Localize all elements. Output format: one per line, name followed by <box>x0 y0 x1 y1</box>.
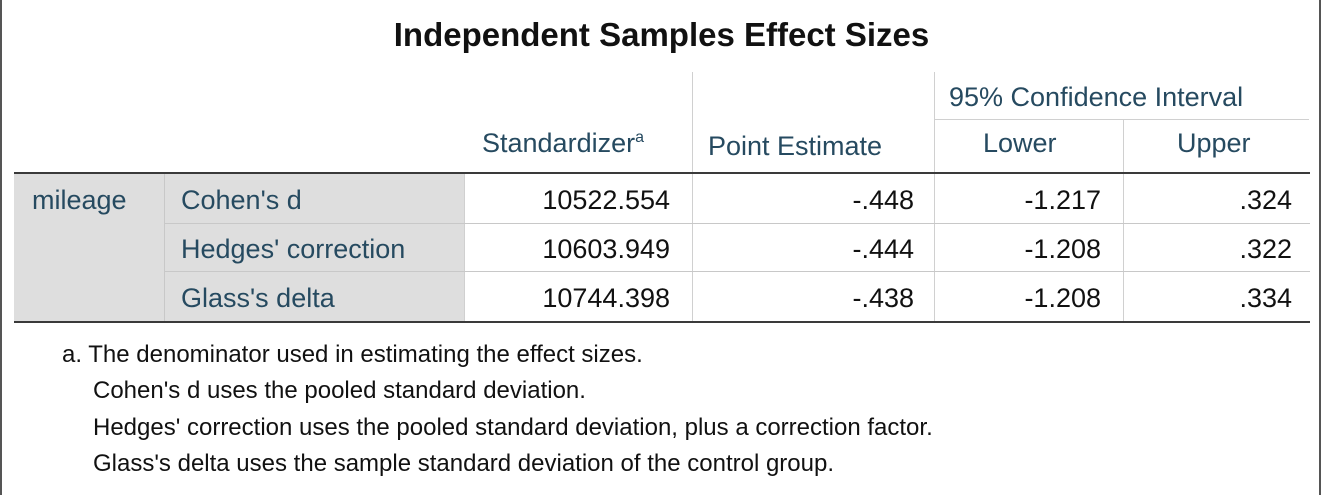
header-divider <box>934 72 935 172</box>
body-divider <box>692 174 693 321</box>
row-divider <box>164 223 1310 224</box>
point-estimate-cell: -.448 <box>852 185 914 215</box>
footnote: Hedges' correction uses the pooled stand… <box>93 414 933 441</box>
row-label-background <box>14 174 464 322</box>
standardizer-cell: 10744.398 <box>542 283 670 313</box>
point-estimate-cell: -.444 <box>852 234 914 264</box>
variable-label: mileage <box>32 185 127 215</box>
table-top-rule <box>14 172 1310 174</box>
header-divider <box>1123 120 1124 172</box>
body-divider <box>934 174 935 321</box>
footnote: Cohen's d uses the pooled standard devia… <box>93 377 586 404</box>
table-bottom-rule <box>14 321 1310 323</box>
body-divider <box>1123 174 1124 321</box>
standardizer-footnote-marker: a <box>635 129 644 146</box>
point-estimate-header: Point Estimate <box>708 131 883 161</box>
row-label: Cohen's d <box>181 185 302 215</box>
row-label: Hedges' correction <box>181 234 406 264</box>
standardizer-header: Standardizera <box>482 128 644 159</box>
lower-header: Lower <box>983 128 1057 158</box>
upper-cell: .324 <box>1239 185 1292 215</box>
lower-cell: -1.217 <box>1024 185 1101 215</box>
table-title: Independent Samples Effect Sizes <box>393 16 930 53</box>
lower-cell: -1.208 <box>1024 234 1101 264</box>
standardizer-cell: 10603.949 <box>542 234 670 264</box>
header-divider <box>692 72 693 172</box>
ci-divider <box>934 119 1309 120</box>
standardizer-cell: 10522.554 <box>542 185 670 215</box>
row-divider <box>164 271 1310 272</box>
standardizer-header-label: Standardizer <box>482 128 636 158</box>
body-divider <box>464 174 465 321</box>
row-label: Glass's delta <box>181 283 335 313</box>
body-divider <box>164 174 165 321</box>
upper-cell: .334 <box>1239 283 1292 313</box>
ci-header: 95% Confidence Interval <box>949 82 1244 112</box>
footnote: a. The denominator used in estimating th… <box>62 341 643 368</box>
point-estimate-cell: -.438 <box>852 283 914 313</box>
lower-cell: -1.208 <box>1024 283 1101 313</box>
upper-header: Upper <box>1177 128 1251 158</box>
footnote: Glass's delta uses the sample standard d… <box>93 450 835 477</box>
upper-cell: .322 <box>1239 234 1292 264</box>
